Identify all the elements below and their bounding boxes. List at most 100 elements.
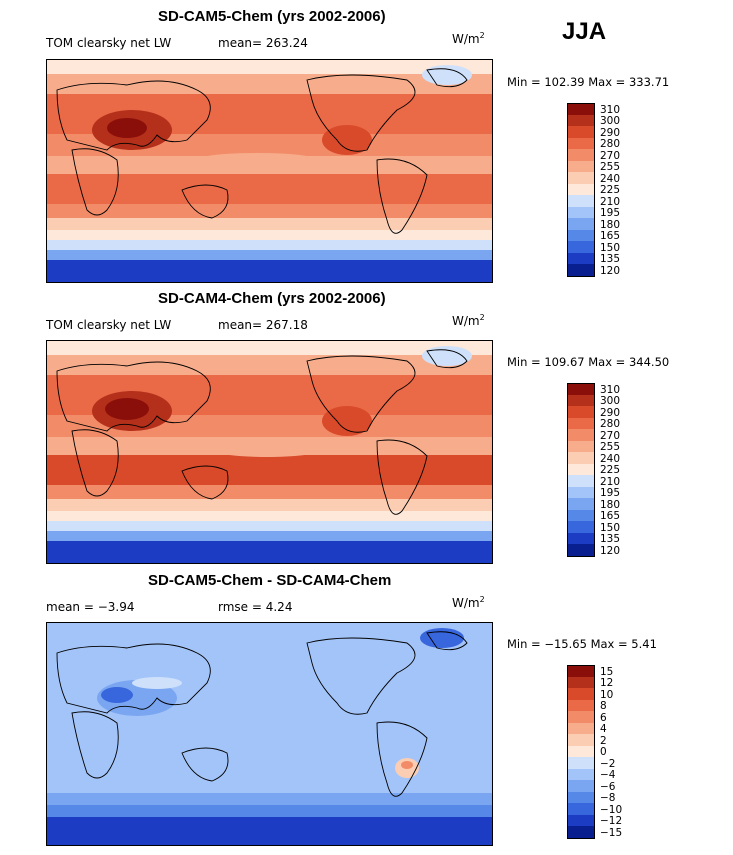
panel2-map xyxy=(46,340,493,564)
colorbar-swatch xyxy=(567,814,595,826)
season-label: JJA xyxy=(562,18,607,45)
colorbar-swatch xyxy=(567,826,595,839)
colorbar-label: 120 xyxy=(600,544,621,557)
colorbar-swatch xyxy=(567,126,595,138)
colorbar-swatch xyxy=(567,722,595,734)
colorbar-label: 310 xyxy=(600,103,621,116)
panel3-rmse: rmse = 4.24 xyxy=(218,600,293,614)
colorbar-label: 240 xyxy=(600,452,621,465)
band-antarctica xyxy=(47,817,492,845)
coast-south-america xyxy=(376,721,428,797)
colorbar-label: −8 xyxy=(600,792,616,805)
greenland xyxy=(422,65,472,85)
colorbar-label: 165 xyxy=(600,510,621,523)
colorbar-label: 210 xyxy=(600,195,621,208)
colorbar-label: −12 xyxy=(600,815,623,828)
band-south-cool xyxy=(47,511,492,521)
colorbar-swatch xyxy=(567,394,595,406)
colorbar-label: 270 xyxy=(600,149,621,162)
colorbar-label: 300 xyxy=(600,395,621,408)
colorbar-label: 310 xyxy=(600,383,621,396)
colorbar-swatch xyxy=(567,160,595,172)
colorbar-label: 290 xyxy=(600,126,621,139)
colorbar-label: −4 xyxy=(600,769,616,782)
colorbar-label: 6 xyxy=(600,711,607,724)
colorbar-label: 120 xyxy=(600,264,621,277)
panel3-map xyxy=(46,622,493,846)
colorbar-swatch xyxy=(567,440,595,452)
band-south-subtropics xyxy=(47,174,492,204)
coast-australia xyxy=(181,747,229,782)
colorbar-label: 195 xyxy=(600,487,621,500)
band-high-north xyxy=(47,355,492,375)
colorbar-label: 12 xyxy=(600,677,614,690)
coast-africa xyxy=(71,711,119,779)
colorbar-label: 280 xyxy=(600,418,621,431)
colorbar-label: 180 xyxy=(600,498,621,511)
colorbar-label: 2 xyxy=(600,734,607,747)
colorbar-swatch xyxy=(567,406,595,418)
colorbar-swatch xyxy=(567,149,595,161)
coast-greenland xyxy=(426,349,468,369)
colorbar-label: 195 xyxy=(600,207,621,220)
colorbar-label: 255 xyxy=(600,441,621,454)
colorbar-swatch xyxy=(567,114,595,126)
band-antarctica xyxy=(47,541,492,563)
colorbar-swatch xyxy=(567,383,595,396)
colorbar-swatch xyxy=(567,699,595,711)
band-high-north xyxy=(47,74,492,94)
colorbar-label: −2 xyxy=(600,757,616,770)
band-south xyxy=(47,723,492,793)
colorbar-label: 8 xyxy=(600,700,607,713)
coast-australia xyxy=(181,184,229,219)
colorbar-swatch xyxy=(567,206,595,218)
band-arctic xyxy=(47,341,492,355)
panel3-title: SD-CAM5-Chem - SD-CAM4-Chem xyxy=(148,572,392,589)
colorbar-swatch xyxy=(567,452,595,464)
coast-north-america xyxy=(306,637,416,715)
panel3-minmax: Min = −15.65 Max = 5.41 xyxy=(507,637,657,651)
colorbar-label: 150 xyxy=(600,241,621,254)
colorbar-swatch xyxy=(567,264,595,277)
colorbar-swatch xyxy=(567,241,595,253)
band-south-mid xyxy=(47,204,492,218)
colorbar-swatch xyxy=(567,252,595,264)
colorbar-swatch xyxy=(567,521,595,533)
colorbar-swatch xyxy=(567,475,595,487)
coastlines xyxy=(56,349,468,515)
band-antarctica xyxy=(47,260,492,282)
colorbar-label: 240 xyxy=(600,172,621,185)
colorbar-swatch xyxy=(567,803,595,815)
itcz-pacific xyxy=(217,445,317,457)
coast-south-america xyxy=(376,439,428,515)
coast-greenland xyxy=(426,68,468,88)
colorbar-swatch xyxy=(567,532,595,544)
colorbar-label: 280 xyxy=(600,138,621,151)
coast-north-america xyxy=(306,355,416,433)
colorbar-swatch xyxy=(567,218,595,230)
band-antarctic-edge xyxy=(47,805,492,817)
coastlines xyxy=(56,631,468,797)
colorbar-swatch xyxy=(567,229,595,241)
colorbar-label: 210 xyxy=(600,475,621,488)
hotspot-america xyxy=(322,125,372,155)
coast-eurasia xyxy=(56,80,211,151)
coastlines xyxy=(56,68,468,234)
panel3-units: W/m2 xyxy=(452,595,485,610)
colorbar-label: 4 xyxy=(600,723,607,736)
anomaly-core xyxy=(101,687,133,703)
band-sub-antarctic xyxy=(47,521,492,531)
band-south-subtropics xyxy=(47,455,492,485)
colorbar-swatch xyxy=(567,544,595,557)
coast-africa xyxy=(71,429,119,497)
colorbar-label: 150 xyxy=(600,521,621,534)
colorbar-label: 270 xyxy=(600,429,621,442)
panel1-title: SD-CAM5-Chem (yrs 2002-2006) xyxy=(158,8,386,25)
panel1-mean: mean= 263.24 xyxy=(218,36,308,50)
colorbar-label: 290 xyxy=(600,406,621,419)
colorbar-label: 225 xyxy=(600,184,621,197)
colorbar-label: −6 xyxy=(600,780,616,793)
colorbar-swatch xyxy=(567,688,595,700)
colorbar-label: 180 xyxy=(600,218,621,231)
coast-south-america xyxy=(376,158,428,234)
